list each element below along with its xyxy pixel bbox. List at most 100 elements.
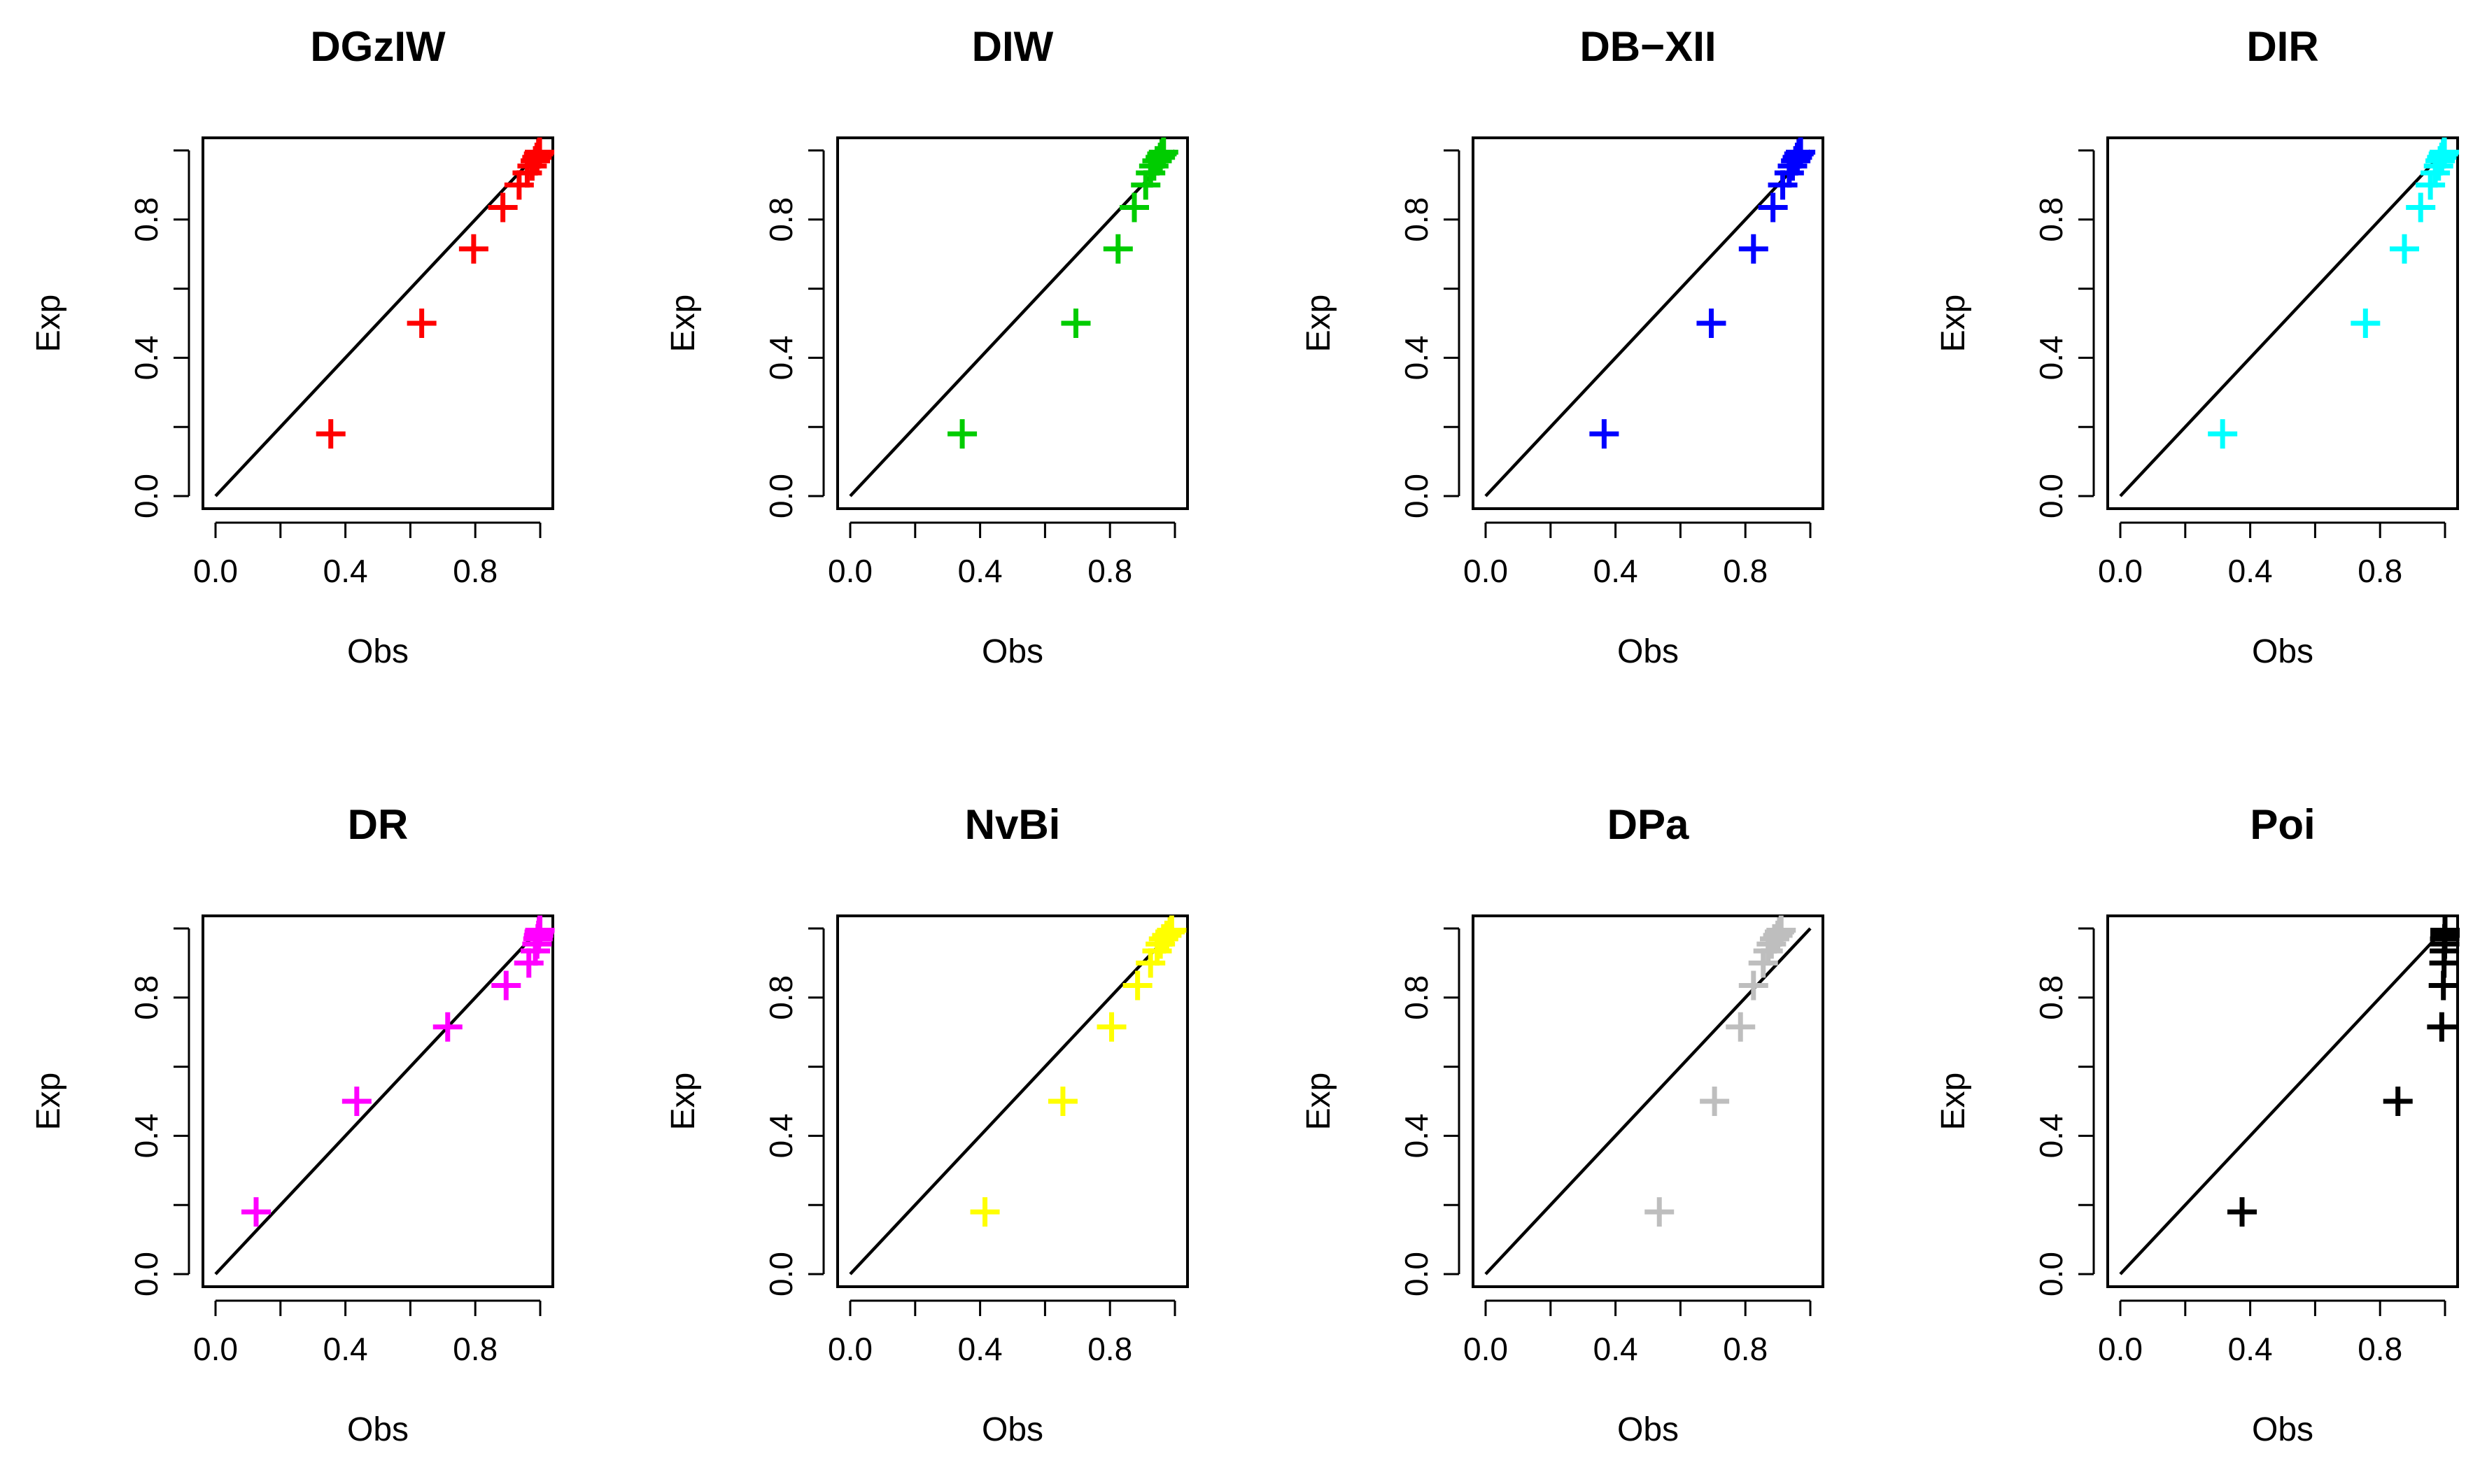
data-point <box>432 1012 463 1042</box>
y-tick-label: 0.4 <box>1398 335 1435 380</box>
x-tick-label: 0.4 <box>1593 1331 1638 1367</box>
reference-line <box>849 149 1176 497</box>
x-axis-label: Obs <box>982 1411 1043 1448</box>
y-tick-label: 0.0 <box>763 474 799 518</box>
plot-frame <box>2106 914 2459 1288</box>
data-point <box>458 234 488 264</box>
x-tick-label: 0.8 <box>1087 553 1132 589</box>
panel-title: DPa <box>1607 801 1689 848</box>
plot-frame <box>2106 136 2459 510</box>
x-tick-label: 0.8 <box>2358 553 2402 589</box>
x-tick-label: 0.0 <box>193 1331 238 1367</box>
y-tick-label: 0.8 <box>1398 975 1435 1020</box>
plot-frame <box>836 914 1189 1288</box>
data-point <box>1644 1197 1675 1227</box>
plot-frame <box>202 136 554 510</box>
y-tick-label: 0.8 <box>128 975 164 1020</box>
panel-title: DGzIW <box>310 23 446 70</box>
plot-frame <box>1472 136 1824 510</box>
data-point <box>525 915 555 945</box>
x-tick-label: 0.8 <box>1087 1331 1132 1367</box>
data-point <box>1097 1012 1127 1042</box>
plot-frame <box>836 136 1189 510</box>
data-point <box>491 970 521 1001</box>
data-point <box>1700 1087 1730 1116</box>
data-point <box>1120 192 1149 222</box>
y-tick-label: 0.0 <box>2033 474 2069 518</box>
pp-panel-8: Poi 0.0 0.4 0.8 Obs 0.0 0.4 0.8 Exp <box>1935 801 2460 1448</box>
x-tick-label: 0.4 <box>2228 1331 2273 1367</box>
y-tick-label: 0.4 <box>763 1113 799 1158</box>
data-point <box>1157 915 1187 945</box>
x-axis-label: Obs <box>1617 1411 1679 1448</box>
data-point <box>2390 234 2419 264</box>
data-point <box>1786 137 1816 167</box>
x-tick-label: 0.8 <box>2358 1331 2402 1367</box>
pp-panel-6: NvBi 0.0 0.4 0.8 Obs 0.0 0.4 0.8 Exp <box>665 801 1189 1448</box>
x-tick-label: 0.4 <box>958 553 1003 589</box>
data-point <box>316 419 346 449</box>
data-point <box>525 137 555 167</box>
plot-frame <box>1472 914 1824 1288</box>
y-axis-label: Exp <box>1300 1073 1337 1131</box>
pp-panel-3: DB−XII 0.0 0.4 0.8 Obs 0.0 0.4 0.8 Exp <box>1300 23 1824 670</box>
y-tick-label: 0.0 <box>1398 474 1435 518</box>
y-axis-label: Exp <box>665 295 702 353</box>
y-tick-label: 0.8 <box>128 197 164 242</box>
x-tick-label: 0.0 <box>2098 553 2143 589</box>
pp-panel-4: DIR 0.0 0.4 0.8 Obs 0.0 0.4 0.8 Exp <box>1935 23 2460 670</box>
data-point <box>1061 309 1091 338</box>
x-axis-label: Obs <box>347 633 409 670</box>
panel-title: NvBi <box>965 801 1061 848</box>
x-axis-label: Obs <box>1617 633 1679 670</box>
x-tick-label: 0.0 <box>828 553 873 589</box>
data-point <box>1152 920 1182 950</box>
x-tick-label: 0.4 <box>1593 553 1638 589</box>
data-point <box>1148 137 1178 167</box>
y-axis-label: Exp <box>665 1073 702 1131</box>
panel-title: DIW <box>972 23 1054 70</box>
data-point <box>2430 915 2460 945</box>
reference-line <box>849 927 1176 1275</box>
reference-line <box>2119 149 2446 497</box>
panel-title: DIR <box>2246 23 2318 70</box>
reference-line <box>214 149 542 497</box>
data-point <box>1696 309 1726 338</box>
data-point <box>341 1087 372 1116</box>
x-tick-label: 0.4 <box>2228 553 2273 589</box>
x-tick-label: 0.8 <box>453 553 498 589</box>
data-point <box>2430 137 2460 167</box>
reference-line <box>1484 149 1812 497</box>
x-tick-label: 0.0 <box>2098 1331 2143 1367</box>
x-tick-label: 0.0 <box>1463 553 1508 589</box>
data-point <box>1726 1012 1756 1042</box>
x-tick-label: 0.0 <box>828 1331 873 1367</box>
data-point <box>2227 1197 2257 1227</box>
data-point <box>2406 192 2436 222</box>
y-tick-label: 0.4 <box>2033 1113 2069 1158</box>
data-point <box>241 1197 271 1227</box>
x-tick-label: 0.4 <box>323 1331 368 1367</box>
x-axis-label: Obs <box>347 1411 409 1448</box>
reference-line <box>1484 927 1812 1275</box>
x-axis-label: Obs <box>2252 1411 2313 1448</box>
y-tick-label: 0.0 <box>763 1252 799 1296</box>
x-tick-label: 0.8 <box>1723 1331 1768 1367</box>
y-axis-label: Exp <box>1935 1073 1972 1131</box>
reference-line <box>214 927 542 1275</box>
y-tick-label: 0.8 <box>2033 197 2069 242</box>
y-tick-label: 0.0 <box>1398 1252 1435 1296</box>
panel-title: DB−XII <box>1579 23 1716 70</box>
data-point <box>2208 419 2238 449</box>
y-axis-label: Exp <box>30 295 67 353</box>
data-point <box>1103 234 1133 264</box>
data-point <box>947 419 978 449</box>
pp-panel-7: DPa 0.0 0.4 0.8 Obs 0.0 0.4 0.8 Exp <box>1300 801 1824 1448</box>
data-point <box>1758 192 1788 222</box>
x-tick-label: 0.4 <box>323 553 368 589</box>
y-axis-label: Exp <box>30 1073 67 1131</box>
data-point <box>488 192 518 222</box>
pp-panel-2: DIW 0.0 0.4 0.8 Obs 0.0 0.4 0.8 Exp <box>665 23 1189 670</box>
x-tick-label: 0.8 <box>453 1331 498 1367</box>
